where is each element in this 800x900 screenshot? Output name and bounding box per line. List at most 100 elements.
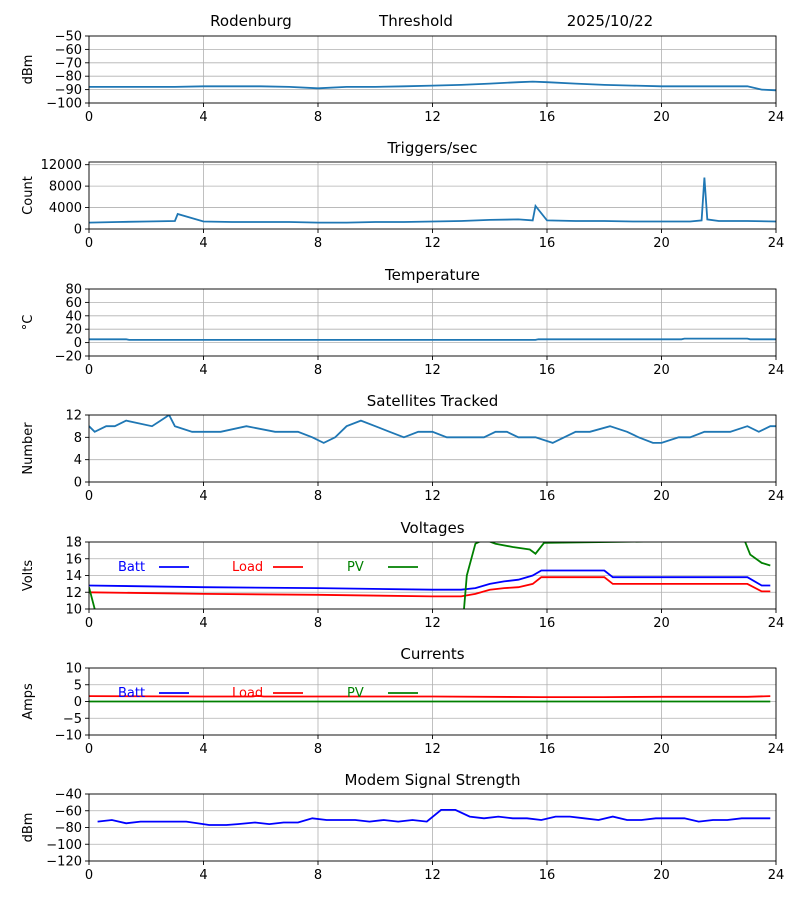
series-line-main-0 (89, 337, 776, 341)
x-tick-label: 0 (85, 868, 93, 883)
x-tick-label: 8 (314, 236, 322, 251)
x-tick-label: 4 (199, 110, 207, 125)
y-tick-label: 20 (65, 323, 82, 338)
x-tick-label: 0 (85, 742, 93, 757)
x-tick-label: 8 (314, 363, 322, 378)
x-tick-label: 16 (539, 868, 556, 883)
x-tick-label: 20 (653, 363, 670, 378)
legend-label-pv: PV (347, 560, 364, 575)
x-tick-label: 20 (653, 110, 670, 125)
y-axis-label: °C (21, 315, 36, 331)
chart-modem: 0 4 8 12 16 20 24 −120 −100 −80 −60−40 Modem Signal… (21, 771, 784, 883)
x-tick-label: 24 (768, 363, 785, 378)
x-tick-label: 8 (314, 110, 322, 125)
legend-label-pv: PV (347, 686, 364, 701)
series-line-batt-0 (89, 569, 771, 591)
x-tick-label: 24 (768, 489, 785, 504)
y-tick-label: 14 (65, 569, 82, 584)
x-tick-label: 4 (199, 616, 207, 631)
chart-title: Voltages (400, 519, 464, 537)
header-mode: Threshold (378, 12, 453, 30)
y-axis-label: Volts (21, 560, 36, 592)
x-tick-label: 12 (424, 868, 441, 883)
y-tick-label: 8 (74, 431, 82, 446)
header-date: 2025/10/22 (567, 12, 653, 30)
y-tick-label: −50 (55, 30, 82, 45)
x-tick-label: 20 (653, 489, 670, 504)
x-tick-label: 24 (768, 868, 785, 883)
y-tick-label: 10 (65, 603, 82, 618)
x-tick-label: 4 (199, 489, 207, 504)
chart-title: Currents (400, 645, 464, 663)
y-tick-label: 40 (65, 309, 82, 324)
x-tick-label: 4 (199, 363, 207, 378)
y-tick-label: 12 (65, 409, 82, 424)
y-tick-label: 60 (65, 296, 82, 311)
y-tick-label: −100 (46, 838, 82, 853)
y-tick-label: −20 (55, 350, 82, 365)
series-line-load-1 (89, 576, 771, 598)
x-tick-label: 4 (199, 868, 207, 883)
x-tick-label: 20 (653, 236, 670, 251)
x-tick-label: 12 (424, 616, 441, 631)
x-tick-label: 0 (85, 489, 93, 504)
chart-title: Triggers/sec (387, 139, 478, 157)
chart-satellites: 0 4 8 12 16 20 24 0 4 8 12 Satellites Tracked Number (21, 392, 784, 504)
chart-title: Modem Signal Strength (345, 771, 521, 789)
series-line-main-0 (89, 80, 776, 92)
y-tick-label: 0 (74, 336, 82, 351)
x-tick-label: 8 (314, 868, 322, 883)
header-location: Rodenburg (210, 12, 292, 30)
chart-title: Satellites Tracked (367, 392, 498, 410)
chart-signal: 0 4 8 12 16 20 24 −100−90−80−70−60−50 dBm (21, 30, 784, 126)
x-tick-label: 20 (653, 868, 670, 883)
y-tick-label: 16 (65, 552, 82, 567)
x-tick-label: 4 (199, 236, 207, 251)
y-tick-label: −90 (55, 83, 82, 98)
x-tick-label: 20 (653, 742, 670, 757)
y-axis-label: dBm (21, 55, 36, 85)
x-tick-label: 8 (314, 616, 322, 631)
series-line-main-0 (89, 415, 776, 444)
legend-label-load: Load (232, 686, 263, 701)
y-tick-label: −60 (55, 43, 82, 58)
x-tick-label: 16 (539, 236, 556, 251)
x-tick-label: 24 (768, 110, 785, 125)
y-tick-label: 0 (74, 476, 82, 491)
x-tick-label: 12 (424, 489, 441, 504)
y-tick-label: 12000 (41, 158, 82, 173)
y-tick-label: −60 (55, 804, 82, 819)
y-tick-label: 4 (74, 453, 82, 468)
x-tick-label: 8 (314, 742, 322, 757)
x-tick-label: 16 (539, 110, 556, 125)
y-tick-label: 10 (65, 662, 82, 677)
y-tick-label: 5 (74, 678, 82, 693)
y-tick-label: −80 (55, 821, 82, 836)
series-line-pv-3 (89, 586, 96, 609)
x-tick-label: 24 (768, 742, 785, 757)
y-axis-label: Count (21, 176, 36, 215)
legend-label-batt: Batt (118, 560, 145, 575)
y-axis-label: dBm (21, 813, 36, 843)
x-tick-label: 12 (424, 236, 441, 251)
x-tick-label: 16 (539, 742, 556, 757)
y-tick-label: −120 (46, 855, 82, 870)
y-tick-label: 4000 (49, 201, 82, 216)
x-tick-label: 8 (314, 489, 322, 504)
x-tick-label: 0 (85, 110, 93, 125)
series-line-load-0 (89, 694, 771, 698)
y-tick-label: 18 (65, 536, 82, 551)
series-line-pv-2 (463, 542, 771, 609)
y-tick-label: 80 (65, 283, 82, 298)
y-tick-label: 12 (65, 586, 82, 601)
x-tick-label: 12 (424, 110, 441, 125)
y-axis-label: Amps (21, 683, 36, 720)
x-tick-label: 20 (653, 616, 670, 631)
x-tick-label: 16 (539, 363, 556, 378)
y-tick-label: 8000 (49, 180, 82, 195)
legend-label-load: Load (232, 560, 263, 575)
x-tick-label: 16 (539, 489, 556, 504)
